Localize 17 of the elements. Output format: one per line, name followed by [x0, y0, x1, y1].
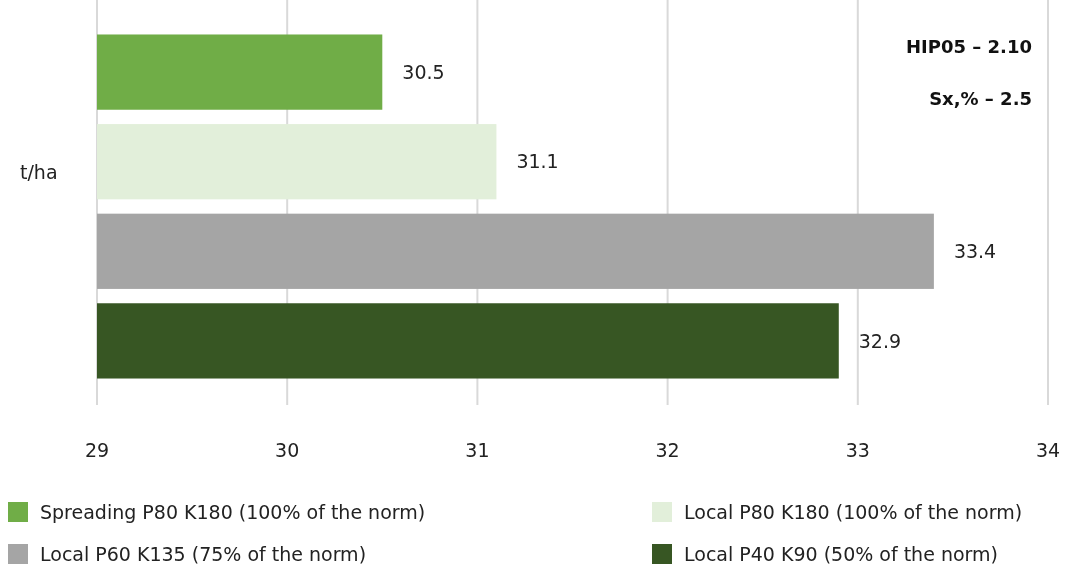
annotation: HIP05 – 2.10	[906, 36, 1032, 58]
data-label: 32.9	[858, 329, 902, 352]
legend-label: Local P80 K180 (100% of the norm)	[684, 500, 1023, 523]
data-label: 33.4	[953, 239, 997, 262]
legend-label: Local P60 K135 (75% of the norm)	[40, 542, 367, 565]
legend-label: Spreading P80 K180 (100% of the norm)	[40, 500, 426, 523]
data-label: 30.5	[402, 60, 445, 83]
data-label: 31.1	[516, 150, 559, 173]
x-tick-label: 29	[84, 438, 110, 461]
legend-label: Local P40 K90 (50% of the norm)	[684, 542, 998, 565]
x-tick-label: 33	[845, 438, 870, 461]
x-tick-label: 31	[465, 438, 490, 461]
x-tick-label: 32	[655, 438, 680, 461]
x-tick-label: 30	[275, 438, 300, 461]
y-axis-title: t/ha	[20, 160, 58, 183]
x-tick-label: 34	[1035, 438, 1061, 461]
annotation: Sx,% – 2.5	[929, 88, 1032, 110]
